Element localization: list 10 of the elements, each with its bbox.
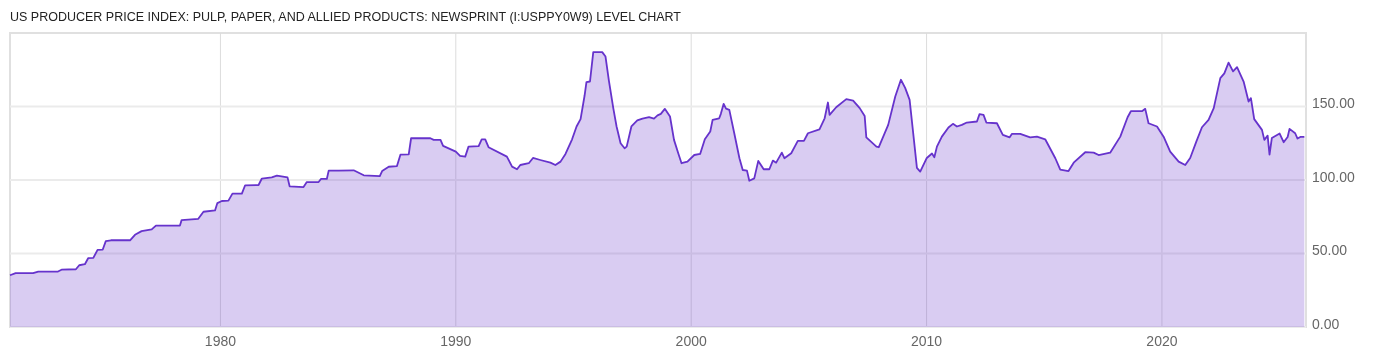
y-tick-label: 150.00 <box>1312 95 1356 112</box>
y-tick-label: 100.00 <box>1312 168 1356 185</box>
x-tick-label: 2000 <box>675 333 707 349</box>
y-tick-label: 50.00 <box>1312 242 1348 259</box>
x-tick-label: 2010 <box>910 333 943 349</box>
y-tick-label: 0.00 <box>1312 315 1340 332</box>
x-tick-label: 1980 <box>204 333 237 349</box>
chart-title: US PRODUCER PRICE INDEX: PULP, PAPER, AND ALLIED PRODUCTS: NEWSPRINT (I:USPPY0W9) LEVEL CHART <box>10 10 682 24</box>
x-tick-label: 1990 <box>440 333 472 349</box>
x-tick-label: 2020 <box>1146 333 1178 349</box>
